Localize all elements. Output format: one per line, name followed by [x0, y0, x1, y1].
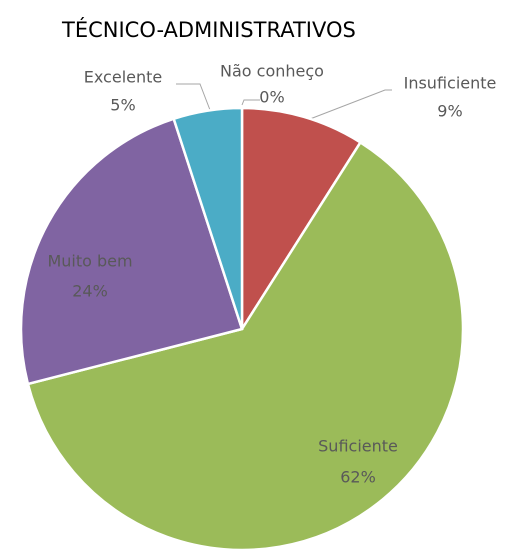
slice-value-label: 62% — [340, 468, 376, 487]
slice-label: Suficiente — [318, 437, 398, 456]
pie-slice — [19, 117, 244, 386]
slice-value-label: 9% — [437, 102, 462, 121]
leader-line — [241, 99, 260, 106]
slice-label: Não conheço — [220, 62, 324, 81]
leader-line — [309, 89, 392, 120]
slice-value-label: 24% — [72, 282, 108, 301]
slice-label: Excelente — [84, 68, 162, 87]
slice-value-label: 5% — [110, 96, 135, 115]
slice-value-label: 0% — [259, 88, 284, 107]
pie-slice — [26, 140, 465, 549]
slice-label: Insuficiente — [404, 74, 497, 93]
chart-title: TÉCNICO-ADMINISTRATIVOS — [61, 17, 356, 42]
slice-label: Muito bem — [47, 252, 132, 271]
leader-line — [176, 83, 211, 111]
pie-slice — [172, 106, 244, 330]
pie-slice — [240, 106, 363, 334]
